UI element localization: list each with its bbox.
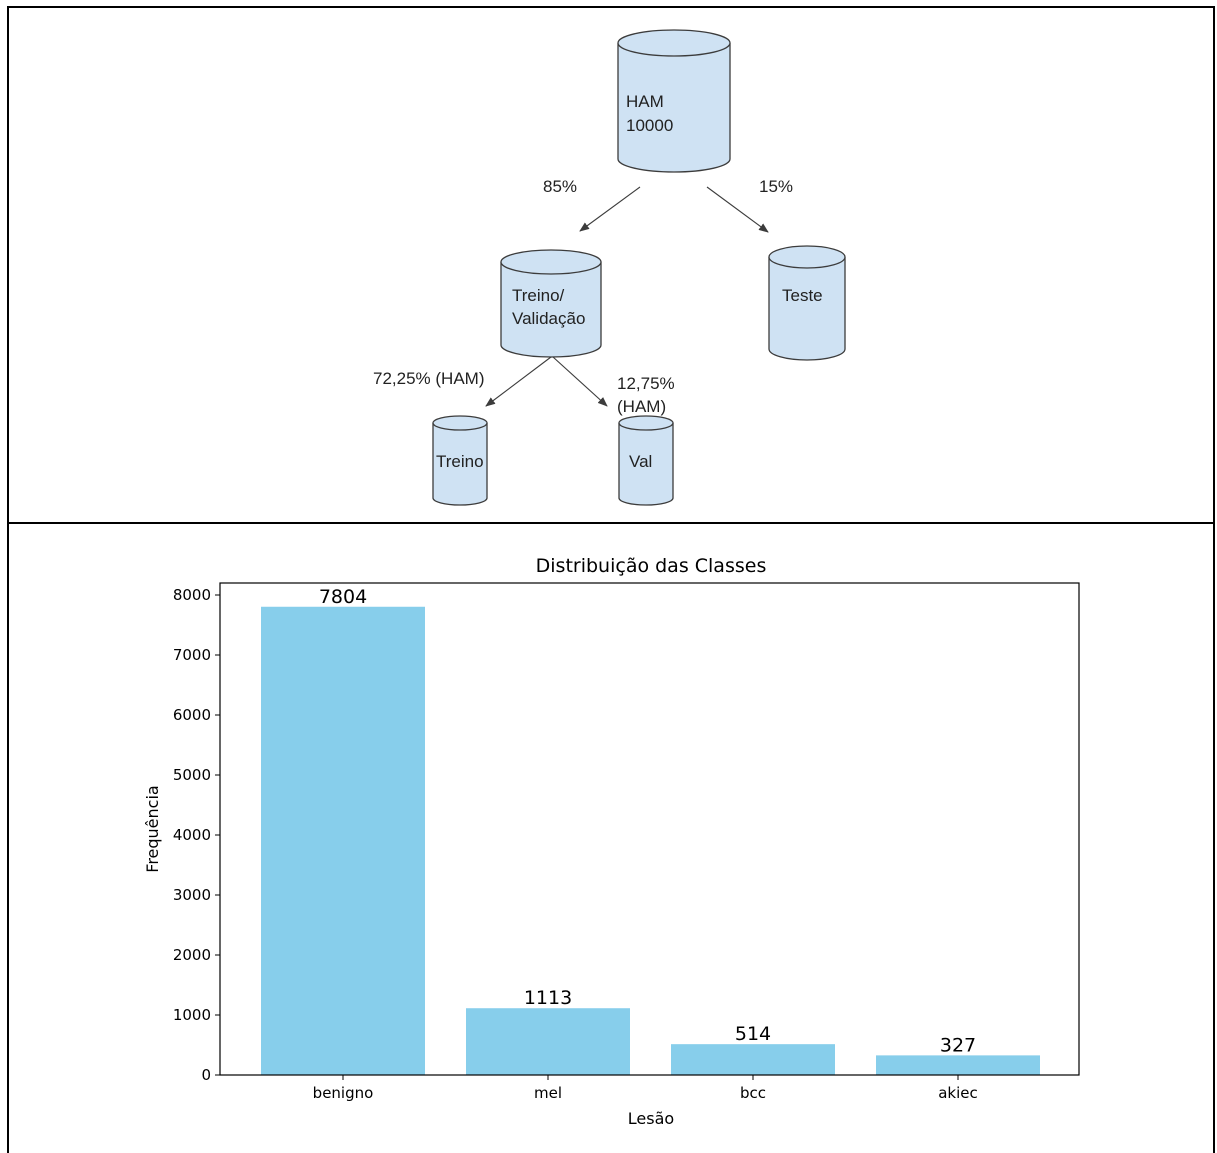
bar-mel [466, 1008, 630, 1075]
x-tick-label-bcc: bcc [740, 1084, 766, 1102]
label-85-percent: 85% [543, 177, 577, 196]
val-cylinder: Val [618, 415, 674, 506]
bar-bcc [671, 1044, 835, 1075]
bar-akiec [876, 1055, 1040, 1075]
y-tick-label: 0 [201, 1066, 211, 1084]
train-cylinder: Treino [432, 415, 488, 506]
arrow-trainval-to-train [485, 356, 552, 407]
y-axis-ticks: 0 1000 2000 3000 4000 5000 6000 7000 8000 [173, 586, 220, 1084]
trainval-label-line2: Validação [512, 309, 585, 328]
y-tick-label: 3000 [173, 886, 211, 904]
y-tick-label: 7000 [173, 646, 211, 664]
y-tick-label: 5000 [173, 766, 211, 784]
bar-group [261, 606, 1040, 1075]
figure-border [7, 6, 1215, 1153]
label-train-percent: 72,25% (HAM) [373, 369, 484, 388]
label-val-percent-line2: (HAM) [617, 397, 666, 416]
val-label: Val [629, 452, 652, 471]
plot-area-border [219, 582, 1080, 1076]
x-tick-label-akiec: akiec [938, 1084, 978, 1102]
train-label: Treino [436, 452, 484, 471]
x-axis-label: Lesão [628, 1109, 674, 1128]
x-tick-label-benigno: benigno [313, 1084, 374, 1102]
y-tick-label: 1000 [173, 1006, 211, 1024]
bar-value-label-akiec: 327 [940, 1034, 976, 1056]
ham-label-line2: 10000 [626, 116, 673, 135]
ham-cylinder: HAM 10000 [617, 29, 731, 173]
y-axis-label: Frequência [143, 785, 162, 872]
x-axis-ticks: benigno mel bcc akiec [313, 1075, 978, 1102]
bar-value-label-bcc: 514 [735, 1023, 771, 1045]
y-tick-label: 4000 [173, 826, 211, 844]
ham-label-line1: HAM [626, 92, 664, 111]
arrow-ham-to-trainval [579, 186, 641, 232]
class-distribution-chart: Distribuição das Classes 78041113514327 … [143, 555, 1080, 1128]
bar-value-label-mel: 1113 [524, 987, 572, 1009]
arrow-trainval-to-val [552, 356, 608, 407]
label-val-percent-line1: 12,75% [617, 374, 675, 393]
bar-value-label-benigno: 7804 [319, 586, 367, 608]
split-diagram: HAM 10000 85% 15% Treino/ Validação Test… [373, 29, 846, 506]
y-tick-label: 6000 [173, 706, 211, 724]
chart-title: Distribuição das Classes [536, 555, 767, 577]
value-label-group: 7804 1113 514 327 [319, 586, 976, 1057]
arrow-ham-to-test [706, 186, 769, 233]
y-tick-label: 8000 [173, 586, 211, 604]
y-tick-label: 2000 [173, 946, 211, 964]
x-tick-label-mel: mel [534, 1084, 562, 1102]
trainval-label-line1: Treino/ [512, 286, 565, 305]
trainval-cylinder: Treino/ Validação [500, 249, 602, 358]
test-label: Teste [782, 286, 823, 305]
bar-benigno [261, 606, 425, 1075]
label-15-percent: 15% [759, 177, 793, 196]
test-cylinder: Teste [768, 245, 846, 361]
